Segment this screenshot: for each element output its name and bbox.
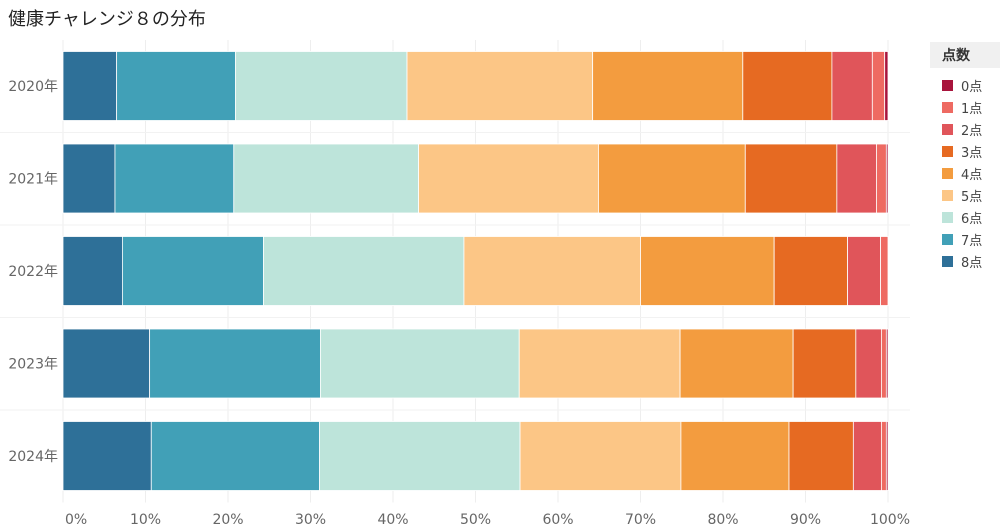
legend-item[interactable]: 6点	[930, 206, 1000, 228]
bar-segment[interactable]	[788, 421, 854, 491]
legend-item[interactable]: 1点	[930, 96, 1000, 118]
bar-segment[interactable]	[418, 143, 599, 214]
x-tick-label: 100%	[870, 512, 910, 528]
legend-swatch	[942, 233, 953, 245]
legend-label: 0点	[961, 79, 983, 95]
bar-segment[interactable]	[742, 51, 833, 121]
bar-segment[interactable]	[640, 236, 775, 306]
bar-segment[interactable]	[598, 143, 746, 214]
bar-segment[interactable]	[885, 421, 889, 491]
y-tick-label: 2023年	[8, 357, 58, 373]
bar-segment[interactable]	[884, 51, 889, 121]
bar-segment[interactable]	[62, 328, 151, 399]
x-tick-label: 40%	[377, 512, 408, 528]
legend-item[interactable]: 5点	[930, 184, 1000, 206]
x-tick-label: 90%	[790, 512, 821, 528]
x-tick-label: 30%	[295, 512, 326, 528]
legend: 点数 0点 1点 2点 3点 4点 5点 6点 7点 8点	[930, 42, 1000, 272]
legend-item[interactable]: 4点	[930, 162, 1000, 184]
legend-label: 2点	[961, 123, 983, 139]
legend-items: 0点 1点 2点 3点 4点 5点 6点 7点 8点	[930, 74, 1000, 272]
bar-segment[interactable]	[149, 328, 321, 399]
y-tick-label: 2020年	[8, 79, 58, 95]
bar-segment[interactable]	[831, 51, 873, 121]
bar-segment[interactable]	[62, 421, 152, 491]
bar-segment[interactable]	[680, 421, 790, 491]
legend-item[interactable]: 7点	[930, 228, 1000, 250]
legend-swatch	[942, 101, 953, 113]
bar-segment[interactable]	[235, 51, 408, 121]
bar-segment[interactable]	[263, 236, 465, 306]
bar-segment[interactable]	[792, 328, 857, 399]
y-tick-label: 2021年	[8, 172, 58, 188]
legend-label: 3点	[961, 145, 983, 161]
y-tick-label: 2024年	[8, 449, 58, 465]
bar-segment[interactable]	[847, 236, 881, 306]
bar-segment[interactable]	[116, 51, 236, 121]
bar-segment[interactable]	[62, 143, 116, 214]
legend-swatch	[942, 255, 953, 267]
legend-label: 8点	[961, 255, 983, 271]
legend-item[interactable]: 0点	[930, 74, 1000, 96]
bar-segment[interactable]	[62, 51, 118, 121]
bar-segment[interactable]	[519, 421, 682, 491]
x-tick-label: 70%	[625, 512, 656, 528]
bar-segment[interactable]	[885, 143, 889, 214]
x-tick-label: 10%	[130, 512, 161, 528]
legend-title: 点数	[930, 42, 1000, 68]
y-tick-label: 2022年	[8, 264, 58, 280]
legend-label: 5点	[961, 189, 983, 205]
legend-item[interactable]: 3点	[930, 140, 1000, 162]
bar-segment[interactable]	[463, 236, 641, 306]
legend-swatch	[942, 145, 953, 157]
bar-segment[interactable]	[885, 328, 889, 399]
x-tick-label: 60%	[542, 512, 573, 528]
bar-segment[interactable]	[62, 236, 123, 306]
legend-swatch	[942, 189, 953, 201]
legend-item[interactable]: 2点	[930, 118, 1000, 140]
bar-segment[interactable]	[744, 143, 838, 214]
x-tick-label: 50%	[460, 512, 491, 528]
x-tick-label: 20%	[212, 512, 243, 528]
bar-segment[interactable]	[319, 328, 520, 399]
legend-item[interactable]: 8点	[930, 250, 1000, 272]
bar-segment[interactable]	[836, 143, 877, 214]
bar-segment[interactable]	[518, 328, 681, 399]
legend-label: 1点	[961, 101, 983, 117]
bar-segment[interactable]	[876, 143, 887, 214]
x-tick-label: 80%	[707, 512, 738, 528]
chart-title: 健康チャレンジ８の分布	[8, 9, 206, 30]
legend-swatch	[942, 167, 953, 179]
bar-segment[interactable]	[871, 51, 886, 121]
legend-label: 4点	[961, 167, 983, 183]
bar-segment[interactable]	[773, 236, 848, 306]
bar-segment[interactable]	[881, 421, 887, 491]
bar-segment[interactable]	[319, 421, 521, 491]
bar-segment[interactable]	[122, 236, 264, 306]
bar-segment[interactable]	[881, 328, 887, 399]
bar-segment[interactable]	[114, 143, 235, 214]
bar-segment[interactable]	[679, 328, 794, 399]
bar-segment[interactable]	[233, 143, 419, 214]
legend-label: 6点	[961, 211, 983, 227]
bar-segment[interactable]	[406, 51, 594, 121]
bar-segment[interactable]	[150, 421, 320, 491]
legend-label: 7点	[961, 233, 983, 249]
bar-segment[interactable]	[855, 328, 882, 399]
legend-swatch	[942, 211, 953, 223]
bar-segment[interactable]	[852, 421, 882, 491]
bar-segment[interactable]	[880, 236, 889, 306]
legend-swatch	[942, 123, 953, 135]
bar-segment[interactable]	[592, 51, 744, 121]
legend-swatch	[942, 79, 953, 91]
x-tick-label: 0%	[65, 512, 87, 528]
